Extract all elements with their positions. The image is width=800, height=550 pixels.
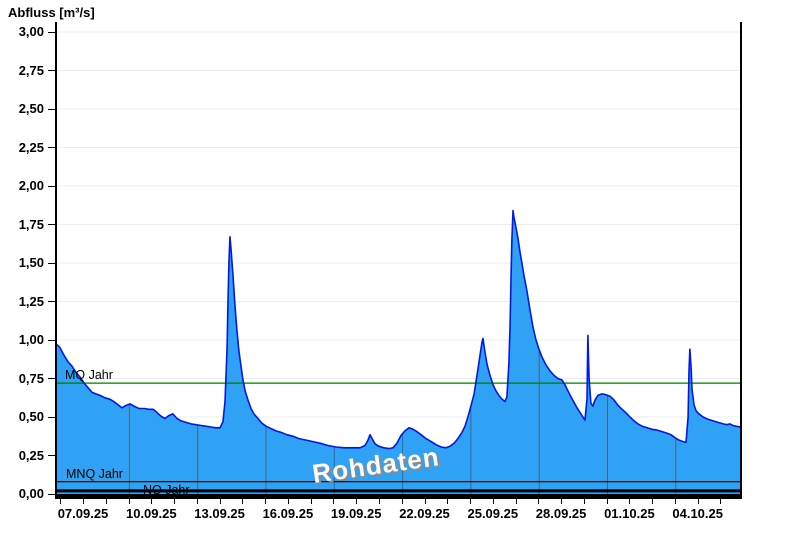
mnq-jahr-label: MNQ Jahr	[66, 466, 123, 481]
y-tick	[48, 493, 55, 495]
y-tick-label: 2,25	[18, 139, 44, 155]
x-tick-label: 04.10.25	[672, 506, 723, 521]
x-tick	[606, 499, 608, 504]
x-tick-label: 16.09.25	[262, 506, 314, 521]
x-tick	[401, 499, 403, 504]
x-tick	[356, 499, 358, 504]
x-tick	[424, 499, 426, 504]
y-tick	[48, 70, 55, 71]
x-tick-label: 13.09.25	[194, 506, 245, 521]
x-tick	[219, 499, 221, 504]
y-axis: 3,00 2,75 2,50 2,25 2,00 1,75 1,50 1,25 1,00 0,75…	[0, 22, 57, 501]
plot-area: MQ Jahr MNQ Jahr NQ Jahr Rohdaten	[55, 22, 742, 499]
x-tick	[128, 499, 130, 504]
y-tick	[48, 416, 55, 418]
x-tick-label: 28.09.25	[535, 506, 587, 521]
x-tick-label: 22.09.25	[399, 506, 450, 521]
y-tick-label: 2,75	[18, 62, 44, 78]
discharge-chart-svg	[57, 31, 740, 494]
x-tick	[105, 499, 107, 504]
x-tick	[492, 499, 494, 504]
y-tick	[48, 31, 55, 33]
y-tick-label: 2,00	[18, 178, 44, 193]
y-tick-label: 2,50	[18, 101, 44, 116]
y-tick-label: 0,00	[18, 486, 44, 501]
x-tick	[538, 499, 540, 504]
x-tick	[583, 499, 585, 504]
x-tick	[242, 499, 244, 504]
nq-jahr-label: NQ Jahr	[143, 482, 190, 497]
x-tick	[629, 499, 631, 504]
y-tick-label: 0,75	[18, 370, 44, 386]
y-tick	[48, 262, 55, 264]
x-tick	[265, 499, 267, 504]
x-tick	[652, 499, 654, 504]
x-tick	[378, 499, 380, 504]
y-tick	[48, 147, 55, 148]
x-tick	[196, 499, 198, 504]
x-tick-label: 19.09.25	[330, 506, 382, 521]
x-tick-label: 25.09.25	[467, 506, 519, 521]
x-tick	[60, 499, 62, 504]
y-tick-label: 1,00	[18, 332, 44, 347]
x-tick	[470, 499, 471, 504]
x-tick	[333, 499, 335, 504]
y-tick	[48, 378, 55, 379]
y-tick-label: 1,25	[18, 293, 44, 309]
x-tick	[561, 499, 563, 504]
y-tick-label: 1,75	[18, 216, 44, 232]
y-tick-label: 0,25	[18, 447, 44, 463]
y-tick	[48, 224, 55, 225]
x-tick	[174, 499, 175, 504]
x-tick	[720, 499, 722, 504]
x-tick-label: 10.09.25	[125, 506, 177, 521]
x-tick	[151, 499, 153, 504]
y-tick	[48, 108, 55, 110]
x-tick	[83, 499, 84, 504]
y-tick	[48, 185, 55, 187]
x-tick-label: 07.09.25	[57, 506, 109, 521]
x-tick	[674, 499, 676, 504]
y-tick	[48, 455, 55, 456]
x-axis: 07.09.25 10.09.25 13.09.25 16.09.25 19.09.25…	[57, 499, 747, 529]
y-tick-label: 1,50	[18, 255, 44, 270]
x-tick	[515, 499, 517, 504]
discharge-area	[57, 210, 740, 494]
y-tick-label: 0,50	[18, 409, 44, 424]
discharge-curve	[57, 209, 740, 450]
x-tick	[447, 499, 449, 504]
x-tick	[697, 499, 699, 504]
x-tick-label: 01.10.25	[604, 506, 655, 521]
y-tick	[48, 301, 55, 302]
y-tick-label: 3,00	[18, 24, 44, 39]
x-tick	[310, 499, 312, 504]
y-tick	[48, 339, 55, 341]
chart-title: Abfluss [m³/s]	[8, 5, 95, 20]
mq-jahr-label: MQ Jahr	[65, 368, 113, 383]
x-tick	[287, 499, 289, 504]
